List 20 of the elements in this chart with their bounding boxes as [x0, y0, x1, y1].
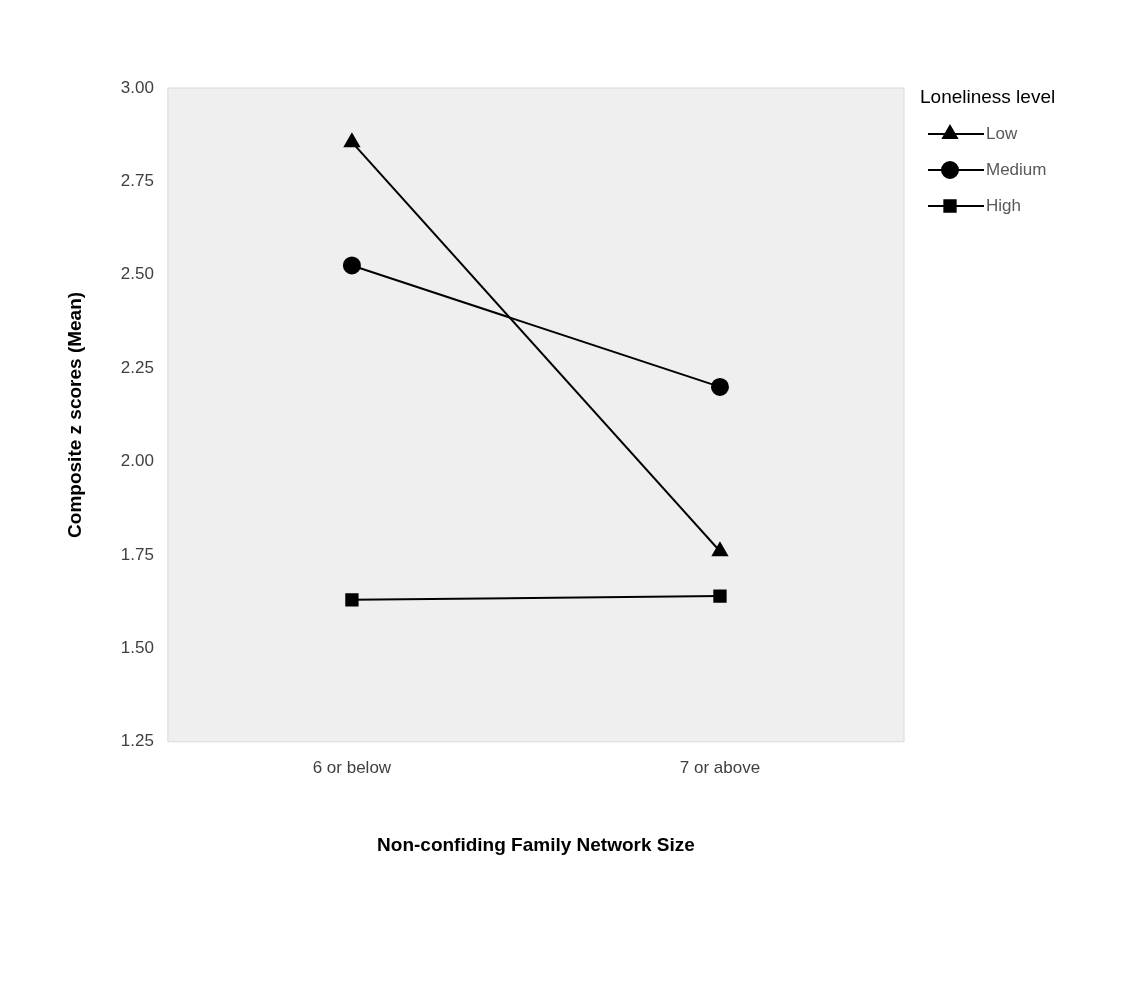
- point: [345, 593, 359, 607]
- point: [713, 589, 727, 603]
- legend-label: Low: [986, 123, 1018, 143]
- y-tick-label: 2.50: [120, 264, 154, 284]
- legend-label: Medium: [986, 159, 1047, 179]
- legend-title: Loneliness level: [920, 86, 1056, 108]
- y-tick-label: 1.75: [120, 544, 154, 564]
- y-tick-label: 2.75: [120, 171, 154, 191]
- point: [342, 256, 361, 275]
- point: [710, 377, 729, 396]
- y-tick-label: 2.25: [120, 357, 154, 377]
- legend-label: High: [986, 195, 1021, 215]
- x-axis-title: Non-confiding Family Network Size: [377, 833, 695, 855]
- x-tick-label: 6 or below: [312, 757, 392, 777]
- x-tick-label: 7 or above: [679, 757, 761, 777]
- y-tick-label: 2.00: [120, 451, 154, 471]
- y-tick-label: 1.50: [120, 638, 154, 658]
- y-tick-label: 1.25: [120, 731, 154, 751]
- y-axis-title: Composite z scores (Mean): [63, 291, 85, 538]
- y-tick-label: 3.00: [120, 77, 154, 97]
